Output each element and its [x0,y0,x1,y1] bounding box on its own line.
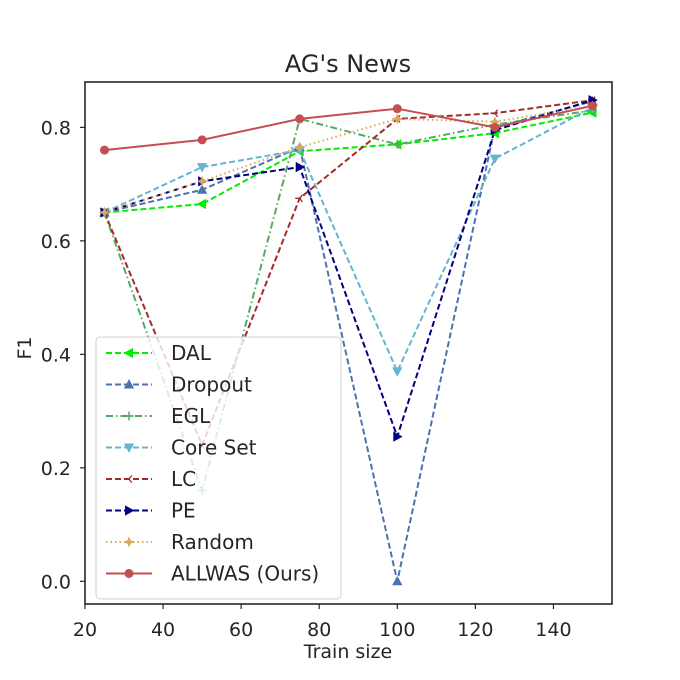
legend-marker-dropout [123,379,135,389]
series-line-dropout [104,100,593,582]
point-random [196,175,208,187]
point-allwas-ours [490,122,500,132]
legend-label-core-set: Core Set [171,436,257,460]
point-dal [196,198,207,210]
point-pe [295,161,306,173]
x-tick-label: 40 [151,619,175,641]
point-allwas-ours [197,135,207,145]
y-tick-label: 0.8 [41,117,71,139]
point-lc [295,194,303,203]
legend-label-allwas-ours: ALLWAS (Ours) [171,562,319,586]
series-line-pe [104,99,593,440]
series-line-random [104,104,593,214]
legend-marker-random [123,536,135,548]
legend-marker-lc [124,475,133,483]
point-dropout [196,184,208,194]
plot-markers [99,94,598,586]
legend-label-egl: EGL [171,404,211,428]
plot-frame [84,81,613,605]
point-egl [392,139,402,149]
series-line-core-set [104,106,593,374]
point-random [99,206,111,219]
legend: DAL Dropout EGL Core Set LC PE Random ALLWAS (O… [95,336,342,600]
legend-marker-dal [123,347,134,359]
point-random [391,113,403,125]
legend-marker-pe [125,505,135,516]
legend-label-random: Random [171,530,254,554]
x-tick-label: 80 [307,619,331,641]
point-allwas-ours [392,104,402,114]
x-axis: 20 40 60 80 100 120 140 [73,604,572,641]
series-line-egl [103,109,593,494]
point-dropout [392,575,403,586]
x-tick-label: 120 [457,619,493,641]
x-tick-label: 60 [229,619,253,641]
x-tick-label: 100 [379,619,415,641]
y-tick-label: 0.2 [41,458,71,480]
y-tick-label: 0.4 [41,344,71,366]
y-tick-label: 0.6 [41,231,71,253]
point-random [294,141,306,153]
legend-label-pe: PE [171,499,196,523]
legend-label-dal: DAL [171,341,212,365]
point-lc [490,109,499,118]
point-pe [393,431,403,442]
x-tick-label: 20 [73,619,97,641]
point-allwas-ours [100,145,110,155]
legend-marker-egl [124,411,134,421]
series-line-allwas-ours [104,104,593,152]
legend-marker-core-set [123,443,135,453]
x-axis-title: Train size [303,641,392,663]
y-tick-label: 0.0 [41,571,71,593]
point-allwas-ours [587,101,597,111]
legend-label-dropout: Dropout [171,373,252,397]
legend-box [95,336,342,600]
legend-marker-allwas-ours [124,569,134,578]
point-core-set [489,154,501,164]
series-line-dal [104,111,593,214]
point-core-set [392,367,403,377]
x-tick-label: 140 [535,619,571,641]
point-core-set [196,163,208,173]
chart-title: AG's News [285,50,411,78]
point-allwas-ours [295,114,305,124]
y-axis: 0.0 0.2 0.4 0.6 0.8 [41,117,85,593]
legend-label-lc: LC [171,467,196,491]
y-axis-title: F1 [14,336,36,359]
